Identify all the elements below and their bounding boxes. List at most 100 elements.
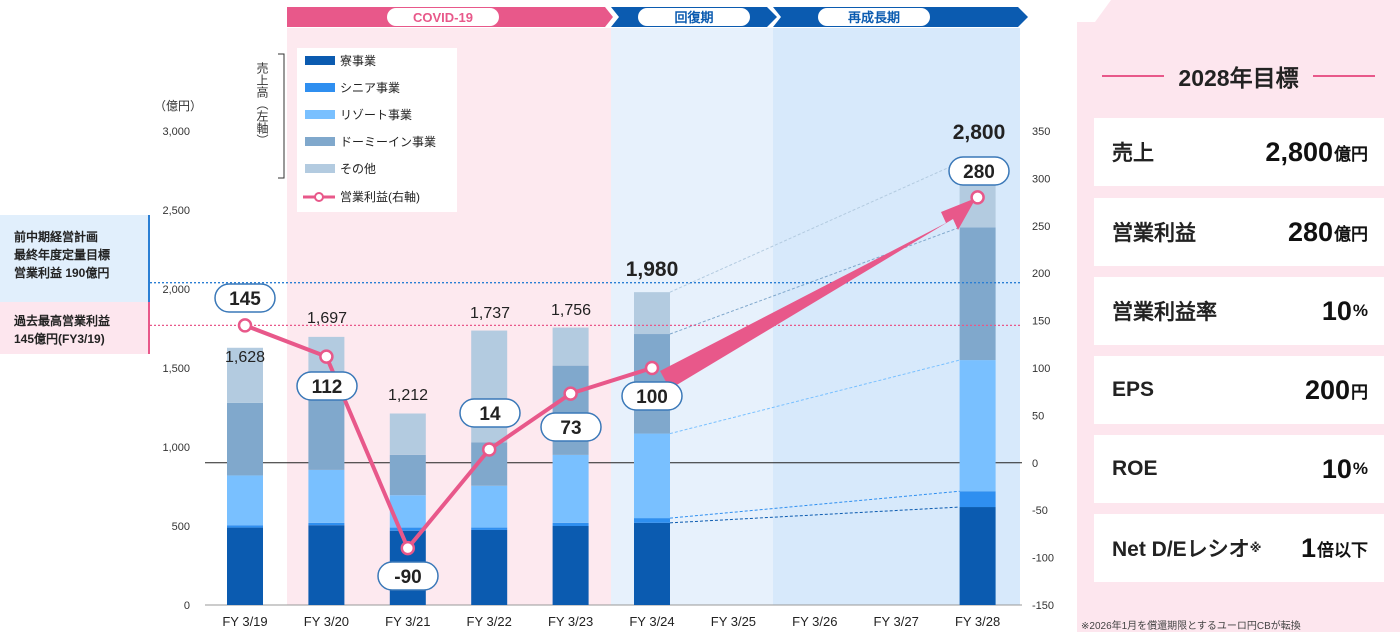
legend-swatch bbox=[305, 164, 335, 173]
target-value-wrap: 280 億円 bbox=[1288, 198, 1368, 266]
phase-label: 再成長期 bbox=[848, 10, 900, 25]
left-axis-tick: 500 bbox=[172, 521, 190, 533]
bar-segment bbox=[552, 526, 589, 605]
left-axis-unit: （億円） bbox=[154, 99, 202, 113]
bar-segment bbox=[308, 390, 345, 470]
right-axis-tick: 50 bbox=[1032, 410, 1044, 422]
x-axis-tick: FY 3/28 bbox=[955, 614, 1000, 629]
target-value: 10 bbox=[1321, 295, 1352, 326]
bar-segment bbox=[308, 469, 345, 523]
reference-label-text: 最終年度定量目標 bbox=[14, 247, 110, 262]
bar-segment bbox=[634, 522, 670, 605]
title-rule-left bbox=[1102, 75, 1165, 77]
panel-notch bbox=[1077, 0, 1400, 40]
bar-segment bbox=[552, 454, 589, 523]
reference-label-text: 前中期経営計画 bbox=[14, 229, 98, 244]
left-axis-tick: 2,500 bbox=[162, 205, 190, 217]
bar-segment bbox=[308, 525, 345, 605]
targets-title-row: 2028年目標 bbox=[1077, 58, 1400, 94]
bar-segment bbox=[471, 485, 508, 528]
target-label: 営業利益率 bbox=[1112, 301, 1217, 324]
bar-segment bbox=[389, 454, 426, 496]
operating-profit-point bbox=[481, 442, 497, 457]
target-value-wrap: 2,800 億円 bbox=[1265, 118, 1368, 186]
x-axis-tick: FY 3/26 bbox=[792, 614, 837, 629]
projection-line bbox=[669, 490, 960, 519]
bar-segment bbox=[227, 402, 263, 476]
right-axis-tick: -100 bbox=[1032, 553, 1054, 565]
legend-label: 寮事業 bbox=[340, 53, 376, 68]
right-axis-tick: 0 bbox=[1032, 458, 1038, 470]
target-label: Net D/Eレシオ bbox=[1112, 538, 1250, 561]
profit-label-bubble bbox=[296, 371, 358, 401]
x-axis-tick: FY 3/27 bbox=[874, 614, 919, 629]
bar-segment bbox=[227, 347, 263, 403]
legend-swatch bbox=[305, 83, 335, 92]
bar-segment bbox=[959, 360, 996, 492]
operating-profit-point bbox=[319, 349, 334, 364]
bar-segment bbox=[634, 292, 670, 335]
target-card-operating-profit: 営業利益 280 億円 bbox=[1094, 198, 1384, 266]
right-axis-tick: 200 bbox=[1032, 268, 1050, 280]
legend-line-marker bbox=[314, 192, 324, 202]
x-axis-tick: FY 3/22 bbox=[467, 614, 512, 629]
reference-label-text: 過去最高営業利益 bbox=[13, 313, 110, 328]
left-axis-tick: 0 bbox=[184, 600, 190, 612]
reference-label-text: 営業利益 190億円 bbox=[14, 265, 109, 280]
legend-bracket bbox=[278, 53, 285, 179]
bar-total-label: 2,800 bbox=[953, 121, 1006, 144]
left-axis-tick: 3,000 bbox=[162, 126, 190, 138]
reference-label-edge bbox=[148, 215, 150, 320]
projection-line bbox=[669, 162, 960, 293]
target-unit: % bbox=[1352, 301, 1368, 320]
bar-segment bbox=[634, 518, 670, 523]
bar-total-label: 1,737 bbox=[470, 305, 510, 322]
target-value-wrap: 200 円 bbox=[1305, 356, 1368, 424]
right-axis-tick: 150 bbox=[1032, 316, 1050, 328]
x-axis-tick: FY 3/24 bbox=[629, 614, 674, 629]
profit-label-bubble bbox=[214, 283, 276, 313]
growth-arrow bbox=[660, 198, 976, 389]
right-axis-tick: -150 bbox=[1032, 600, 1054, 612]
bar-segment bbox=[389, 413, 426, 455]
legend-box bbox=[297, 48, 457, 212]
reference-label-text: 145億円(FY3/19) bbox=[14, 331, 105, 346]
title-rule-right bbox=[1312, 75, 1375, 77]
profit-label: 280 bbox=[963, 162, 995, 183]
bar-total-label: 1,980 bbox=[626, 258, 679, 281]
bar-total-label: 1,697 bbox=[307, 310, 347, 327]
legend-label: 営業利益(右軸) bbox=[340, 189, 420, 204]
right-axis-tick: 100 bbox=[1032, 363, 1050, 375]
legend-label: リゾート事業 bbox=[340, 108, 412, 122]
operating-profit-point bbox=[237, 318, 253, 333]
target-value: 10 bbox=[1321, 453, 1352, 484]
phase-label: COVID-19 bbox=[413, 10, 473, 25]
targets-title: 2028年目標 bbox=[1178, 65, 1299, 91]
bar-segment bbox=[227, 475, 263, 526]
bar-segment bbox=[227, 525, 263, 528]
right-axis-tick: 350 bbox=[1032, 126, 1050, 138]
legend-bracket-label: 売上高（左軸） bbox=[255, 61, 269, 146]
profit-label: -90 bbox=[394, 567, 421, 588]
bar-total-label: 1,756 bbox=[551, 302, 591, 319]
target-value: 2,800 bbox=[1265, 136, 1333, 167]
left-axis-tick: 1,000 bbox=[162, 442, 190, 454]
left-axis-tick: 1,500 bbox=[162, 363, 190, 375]
target-unit: 倍以下 bbox=[1317, 540, 1368, 560]
target-value-wrap: 10% bbox=[1322, 435, 1368, 503]
left-axis-tick: 2,000 bbox=[162, 284, 190, 296]
x-axis-tick: FY 3/23 bbox=[548, 614, 593, 629]
target-label: ROE bbox=[1112, 457, 1158, 480]
operating-profit-line bbox=[244, 323, 653, 551]
profit-label-bubble bbox=[540, 412, 602, 442]
projection-line bbox=[669, 226, 960, 335]
x-axis-tick: FY 3/19 bbox=[222, 614, 267, 629]
bar-segment bbox=[552, 327, 589, 366]
right-axis-tick: -50 bbox=[1032, 505, 1048, 517]
operating-profit-point bbox=[400, 540, 416, 556]
chart-area: COVID-19 回復期 再成長期（億円）05001,0001,5002,0002,… bbox=[0, 7, 1054, 629]
footnote: ※2026年1月を償還期限とするユーロ円CBが転換 bbox=[1081, 621, 1301, 632]
reference-label-box bbox=[0, 302, 150, 354]
bar-segment bbox=[634, 433, 670, 519]
target-card-sales: 売上 2,800 億円 bbox=[1094, 118, 1384, 186]
